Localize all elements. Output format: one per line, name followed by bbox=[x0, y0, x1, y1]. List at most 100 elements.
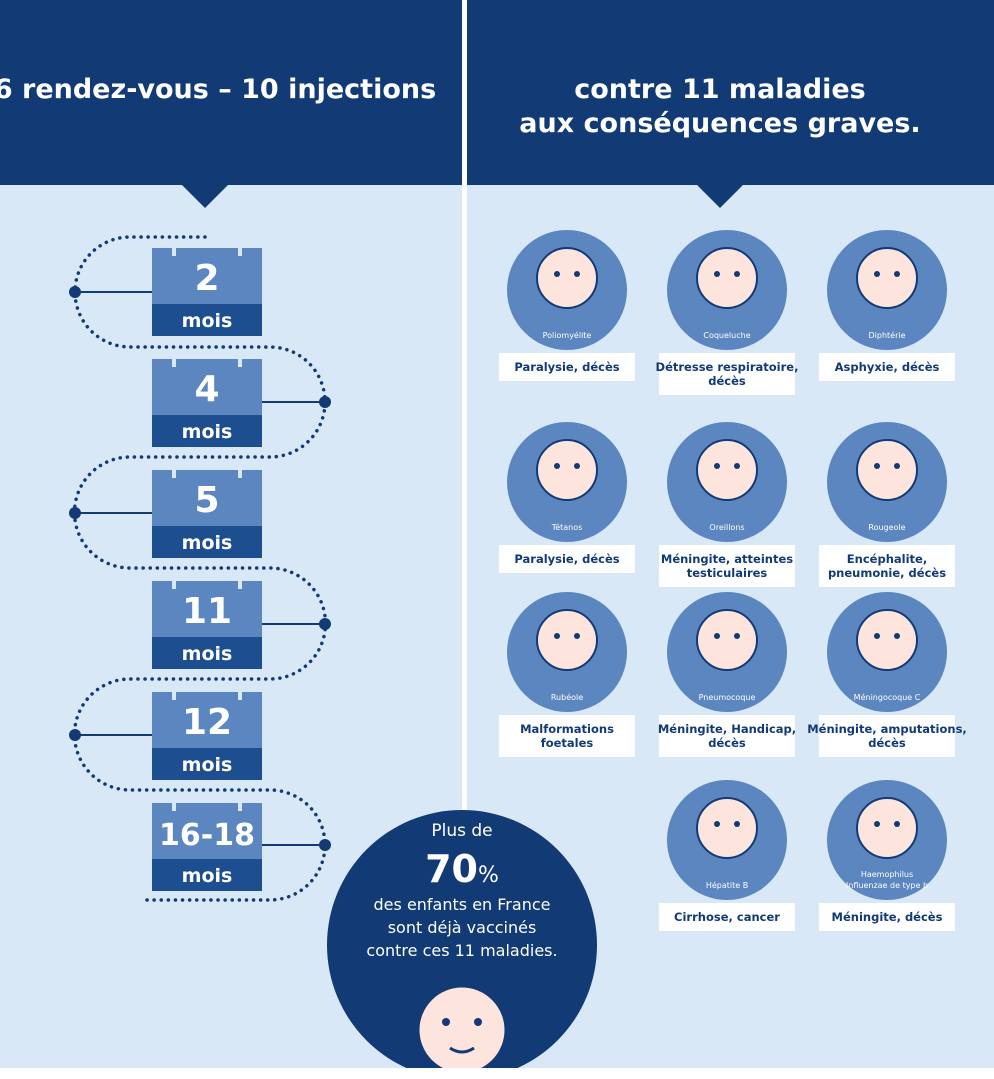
disease-illustration bbox=[536, 247, 598, 309]
disease-illustration bbox=[734, 633, 740, 639]
diseases: Poliomyélite Paralysie, décès Coqueluche Dé… bbox=[499, 230, 967, 931]
calendars: 2 mois 4 mois 5 mois 11 mois 12 mois 16-18 mois bbox=[69, 244, 331, 891]
calendar-ring bbox=[172, 688, 176, 700]
calendar-number: 2 bbox=[194, 258, 219, 299]
disease-illustration bbox=[536, 609, 598, 671]
timeline-dot bbox=[69, 507, 81, 519]
disease: Haemophilus Influenzae de type b Méningite… bbox=[819, 780, 955, 931]
disease-illustration bbox=[714, 463, 720, 469]
disease-name: Influenzae de type b bbox=[846, 881, 928, 890]
calendar-top bbox=[152, 470, 262, 526]
disease-illustration bbox=[856, 439, 918, 501]
consequence: testiculaires bbox=[687, 566, 768, 580]
calendar-number: 16-18 bbox=[159, 818, 255, 853]
disease-illustration bbox=[696, 609, 758, 671]
disease-name: Coqueluche bbox=[703, 331, 750, 340]
calendar: 11 mois bbox=[152, 577, 262, 669]
disease-illustration bbox=[856, 247, 918, 309]
divider bbox=[462, 0, 467, 1068]
header-band bbox=[0, 0, 994, 185]
consequence-box bbox=[659, 545, 795, 587]
disease-illustration bbox=[874, 821, 880, 827]
calendar-ring bbox=[238, 244, 242, 256]
calendar-bottom bbox=[152, 859, 262, 891]
timeline-dot bbox=[319, 396, 331, 408]
disease-illustration bbox=[554, 271, 560, 277]
disease-illustration bbox=[856, 609, 918, 671]
disease: Hépatite B Cirrhose, cancer bbox=[659, 780, 795, 931]
consequence-box bbox=[819, 545, 955, 587]
consequence: Détresse respiratoire, bbox=[656, 360, 799, 374]
calendar-unit: mois bbox=[182, 754, 233, 776]
timeline-dot bbox=[69, 729, 81, 741]
stat-line: des enfants en France bbox=[374, 895, 551, 914]
consequence-box bbox=[659, 903, 795, 931]
disease-illustration bbox=[714, 633, 720, 639]
disease-name: Rubéole bbox=[551, 692, 583, 702]
calendar-ring bbox=[172, 355, 176, 367]
calendar-unit: mois bbox=[182, 421, 233, 443]
consequence-box bbox=[819, 903, 955, 931]
calendar-top bbox=[152, 581, 262, 637]
disease-name: Hépatite B bbox=[706, 880, 748, 890]
stat-circle bbox=[327, 810, 597, 1068]
consequence-box bbox=[659, 353, 795, 395]
consequence: Cirrhose, cancer bbox=[674, 910, 780, 924]
stat-number: 70 bbox=[425, 847, 478, 891]
disease-illustration bbox=[894, 633, 900, 639]
disease-illustration bbox=[734, 271, 740, 277]
calendar-top bbox=[152, 692, 262, 748]
calendar-ring bbox=[238, 799, 242, 811]
calendar-number: 12 bbox=[182, 702, 232, 743]
consequence: Méningite, amputations, bbox=[807, 722, 967, 736]
disease-illustration bbox=[696, 247, 758, 309]
right-title-line: aux conséquences graves. bbox=[519, 108, 920, 139]
pointer bbox=[182, 185, 228, 208]
calendar-top bbox=[152, 803, 262, 859]
consequence: Méningite, atteintes bbox=[661, 552, 793, 566]
disease-illustration bbox=[574, 633, 580, 639]
calendar-number: 5 bbox=[194, 480, 219, 521]
calendar-bottom bbox=[152, 637, 262, 669]
disease-illustration bbox=[574, 463, 580, 469]
calendar-ring bbox=[238, 688, 242, 700]
disease: Méningocoque C Méningite, amputations,déc… bbox=[807, 592, 967, 757]
calendar-bottom bbox=[152, 304, 262, 336]
calendar-top bbox=[152, 359, 262, 415]
calendar-ring bbox=[172, 466, 176, 478]
timeline-path bbox=[72, 235, 328, 902]
calendar-bottom bbox=[152, 415, 262, 447]
calendar-ring bbox=[238, 466, 242, 478]
disease-illustration bbox=[536, 439, 598, 501]
disease-illustration bbox=[874, 633, 880, 639]
right-title-line: contre 11 maladies bbox=[574, 74, 865, 105]
consequence-box bbox=[659, 715, 795, 757]
calendar-ring bbox=[238, 577, 242, 589]
disease: Coqueluche Détresse respiratoire,décès bbox=[656, 230, 799, 395]
calendar-bottom bbox=[152, 748, 262, 780]
disease: Rougeole Encéphalite,pneumonie, décès bbox=[819, 422, 955, 587]
disease-illustration bbox=[894, 821, 900, 827]
consequence-box bbox=[819, 715, 955, 757]
left-title: 6 rendez-vous – 10 injections bbox=[0, 74, 436, 105]
disease: Poliomyélite Paralysie, décès bbox=[499, 230, 635, 381]
disease-illustration bbox=[696, 439, 758, 501]
baby-face bbox=[416, 984, 508, 1068]
consequence: foetales bbox=[541, 736, 594, 750]
consequence: décès bbox=[708, 374, 746, 388]
calendar-bottom bbox=[152, 526, 262, 558]
calendar-ring bbox=[172, 244, 176, 256]
calendar: 2 mois bbox=[152, 244, 262, 336]
consequence: Encéphalite, bbox=[847, 552, 927, 566]
disease: Oreillons Méningite, atteintestesticulair… bbox=[659, 422, 795, 587]
consequence: décès bbox=[868, 736, 906, 750]
stat-line: contre ces 11 maladies. bbox=[366, 941, 557, 960]
timeline-dot bbox=[69, 286, 81, 298]
consequence: Méningite, décès bbox=[832, 910, 943, 924]
calendar-unit: mois bbox=[182, 532, 233, 554]
stat-line: sont déjà vaccinés bbox=[388, 918, 537, 937]
consequence: Paralysie, décès bbox=[514, 360, 619, 374]
stat-intro: Plus de bbox=[431, 821, 492, 841]
